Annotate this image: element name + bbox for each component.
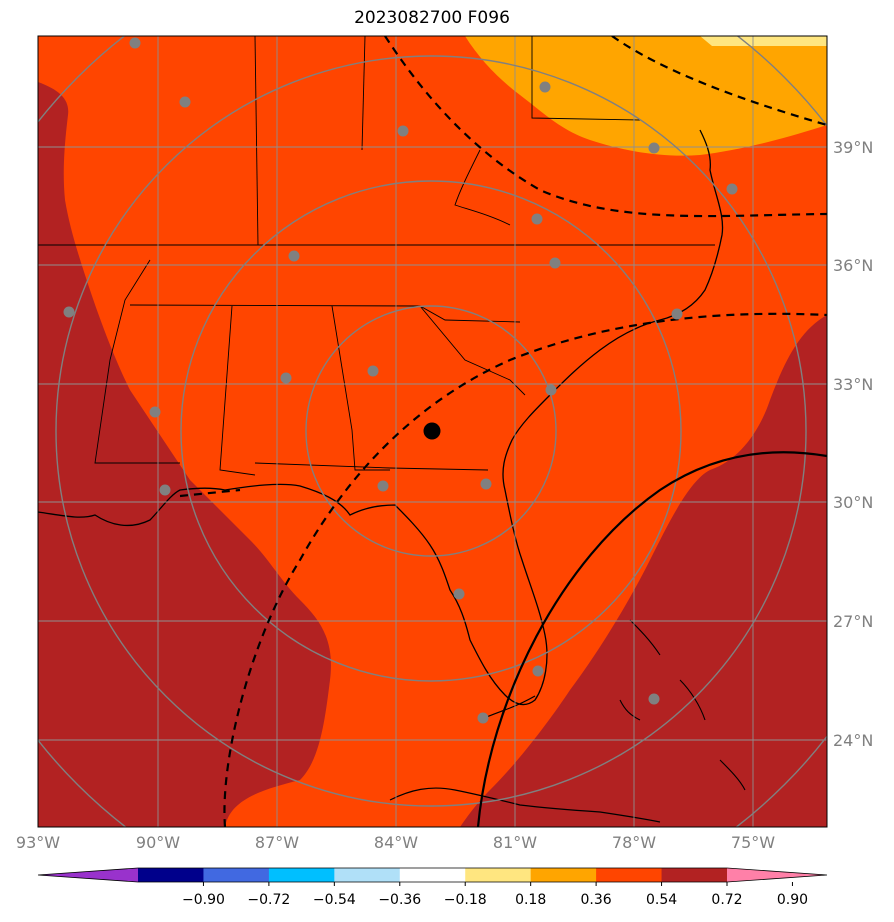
field-orange [465, 36, 827, 156]
cuba-coast [389, 787, 661, 823]
colorbar-tick-label: 0.18 [515, 892, 546, 908]
colorbar-tick-label: 0.90 [777, 892, 808, 908]
map-frame [37, 35, 828, 828]
map-title: 2023082700 F096 [354, 8, 510, 28]
lon-label: 87°W [255, 833, 299, 852]
lon-label: 84°W [374, 833, 418, 852]
colorbar-segment [334, 868, 401, 882]
colorbar-tick-label: 0.36 [581, 892, 612, 908]
lat-label: 24°N [833, 731, 873, 750]
colorbar-segment [530, 868, 597, 882]
colorbar-segment [138, 868, 204, 882]
lon-label: 93°W [16, 833, 60, 852]
field-light-yellow [700, 36, 827, 46]
lon-label: 78°W [612, 833, 656, 852]
colorbar-segment [203, 868, 270, 882]
lon-labels: 93°W 90°W 87°W 84°W 81°W 78°W 75°W [16, 833, 775, 852]
colorbar-tick-label: 0.54 [646, 892, 677, 908]
lat-label: 27°N [833, 612, 873, 631]
florida-keys [479, 695, 536, 721]
colorbar-segment [661, 868, 728, 882]
lat-label: 36°N [833, 256, 873, 275]
colorbar: −0.90 −0.72 −0.54 −0.36 −0.18 0.18 0.36 0.54 0.7… [37, 867, 828, 908]
colorbar-tick-label: 0.72 [711, 892, 742, 908]
dashed-contours [179, 36, 827, 827]
colorbar-tick-label: −0.36 [378, 892, 421, 908]
solid-contour [476, 451, 827, 827]
lat-label: 30°N [833, 493, 873, 512]
colorbar-tick-label: −0.90 [182, 892, 225, 908]
colorbar-outline [37, 867, 828, 883]
state-borders [38, 36, 715, 476]
center-marker [423, 422, 441, 440]
station-dots [63, 37, 738, 724]
colorbar-tick-label: −0.72 [247, 892, 290, 908]
colorbar-extend-high [727, 868, 827, 882]
coastline [38, 129, 724, 706]
lat-label: 33°N [833, 375, 873, 394]
lon-label: 81°W [493, 833, 537, 852]
colorbar-segment [596, 868, 663, 882]
lat-label: 39°N [833, 138, 873, 157]
lon-label: 90°W [136, 833, 180, 852]
colorbar-tick-label: −0.18 [444, 892, 487, 908]
colorbar-tick-label: −0.54 [313, 892, 356, 908]
lat-labels: 39°N 36°N 33°N 30°N 27°N 24°N [833, 138, 873, 750]
colorbar-extend-low [38, 868, 138, 882]
colorbar-segment [465, 868, 532, 882]
lon-label: 75°W [731, 833, 775, 852]
graticule [38, 36, 827, 827]
colorbar-segment [268, 868, 335, 882]
colorbar-segment [399, 868, 466, 882]
